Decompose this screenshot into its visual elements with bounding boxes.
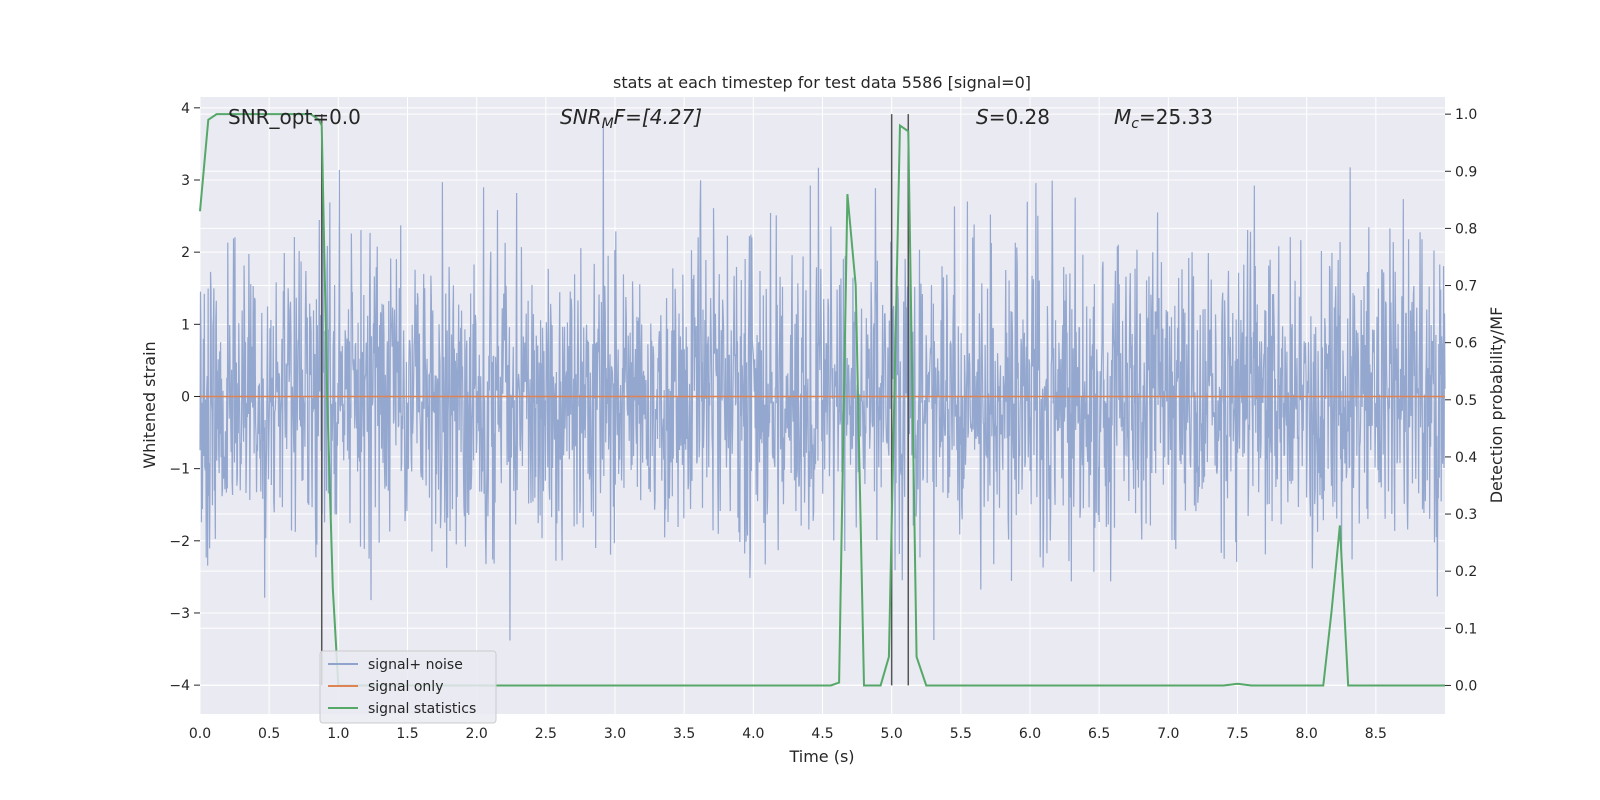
y-tick-label-right: 0.0 bbox=[1455, 678, 1477, 694]
y-tick-label-right: 0.2 bbox=[1455, 564, 1477, 580]
y-tick-label-right: 0.5 bbox=[1455, 393, 1477, 409]
annotation-s: S=0.28 bbox=[976, 105, 1050, 129]
y-tick-label-left: 4 bbox=[181, 101, 190, 117]
x-tick-label: 7.0 bbox=[1157, 726, 1179, 742]
legend-box bbox=[319, 650, 497, 724]
y-tick-label-right: 0.1 bbox=[1455, 621, 1477, 637]
y-tick-label-left: −1 bbox=[169, 462, 190, 478]
annotation-mc: Mc=25.33 bbox=[1114, 105, 1213, 132]
annotation-snr-mf: SNRMF=[4.27] bbox=[560, 105, 702, 132]
x-tick-label: 0.0 bbox=[189, 726, 211, 742]
x-tick-label: 7.5 bbox=[1226, 726, 1248, 742]
y-tick-label-left: −3 bbox=[169, 606, 190, 622]
vertical-markers bbox=[320, 114, 910, 686]
x-tick-label: 0.5 bbox=[258, 726, 280, 742]
x-tick-label: 4.0 bbox=[742, 726, 764, 742]
x-tick-label: 1.5 bbox=[396, 726, 418, 742]
x-tick-label: 3.0 bbox=[604, 726, 626, 742]
y-tick-label-right: 0.3 bbox=[1455, 507, 1477, 523]
legend-label-noise: signal+ noise bbox=[368, 657, 463, 673]
x-tick-label: 1.0 bbox=[327, 726, 349, 742]
legend-label-signal: signal only bbox=[368, 679, 443, 695]
x-axis-label: Time (s) bbox=[788, 747, 854, 766]
statistics-line bbox=[199, 113, 1445, 687]
x-tick-label: 3.5 bbox=[673, 726, 695, 742]
y-tick-label-right: 0.9 bbox=[1455, 164, 1477, 180]
y-tick-label-right: 0.8 bbox=[1455, 221, 1477, 237]
noise-series bbox=[199, 122, 1446, 641]
y-tick-label-left: −2 bbox=[169, 534, 190, 550]
x-tick-label: 8.5 bbox=[1365, 726, 1387, 742]
x-tick-label: 8.0 bbox=[1296, 726, 1318, 742]
y-axis-label-right: Detection probability/MF bbox=[1487, 307, 1506, 504]
y-tick-label-left: 1 bbox=[181, 317, 190, 333]
y-tick-label-left: 0 bbox=[181, 389, 190, 405]
statistics-series bbox=[199, 113, 1445, 687]
y-tick-label-right: 0.6 bbox=[1455, 336, 1477, 352]
y-tick-label-left: 3 bbox=[181, 173, 190, 189]
noise-trace bbox=[199, 122, 1446, 641]
y-tick-label-right: 1.0 bbox=[1455, 107, 1477, 123]
x-tick-label: 2.0 bbox=[466, 726, 488, 742]
x-tick-label: 2.5 bbox=[535, 726, 557, 742]
y-tick-label-left: 2 bbox=[181, 245, 190, 261]
x-tick-label: 4.5 bbox=[811, 726, 833, 742]
annotation-snr-opt: SNR_opt=0.0 bbox=[228, 105, 361, 129]
y-tick-label-right: 0.4 bbox=[1455, 450, 1477, 466]
y-tick-label-right: 0.7 bbox=[1455, 279, 1477, 295]
y-tick-label-left: −4 bbox=[169, 678, 190, 694]
axis-ticks: 0.0 0.5 1.0 1.5 2.0 2.5 3.0 3.5 4.0 4.5 5.0 5.5 6.0 6… bbox=[169, 101, 1477, 742]
legend: signal+ noise signal only signal statist… bbox=[319, 650, 497, 724]
x-tick-label: 6.5 bbox=[1088, 726, 1110, 742]
y-axis-label-left: Whitened strain bbox=[140, 341, 159, 468]
chart-title: stats at each timestep for test data 558… bbox=[613, 73, 1031, 92]
x-tick-label: 6.0 bbox=[1019, 726, 1041, 742]
x-tick-label: 5.0 bbox=[881, 726, 903, 742]
x-tick-label: 5.5 bbox=[950, 726, 972, 742]
legend-label-statistics: signal statistics bbox=[368, 701, 476, 717]
